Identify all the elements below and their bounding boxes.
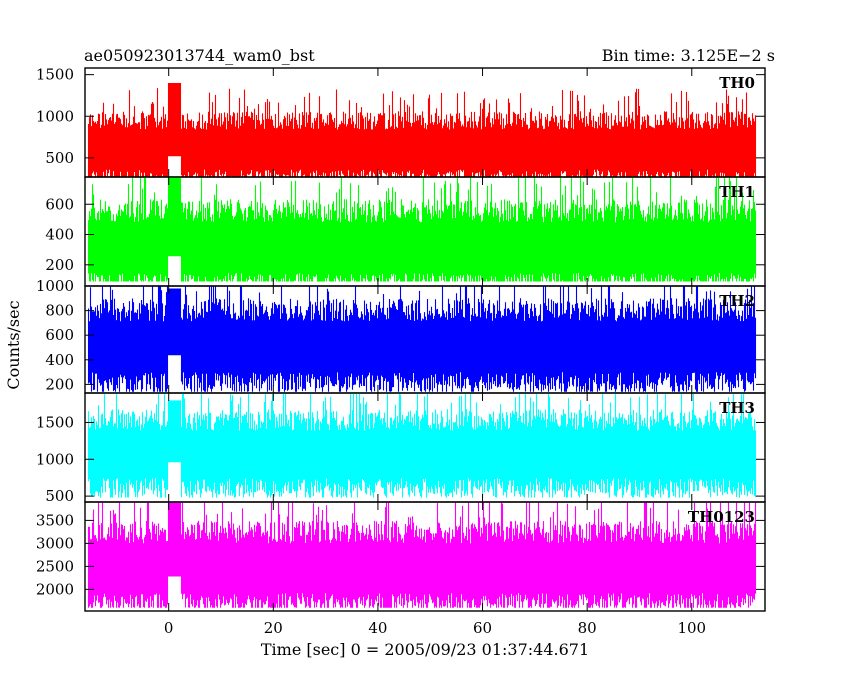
y-tick-label: 3500 bbox=[36, 511, 74, 529]
y-tick-label: 3000 bbox=[36, 534, 74, 552]
y-tick-label: 800 bbox=[45, 302, 74, 320]
x-tick-label: 0 bbox=[164, 619, 174, 637]
panel-th0: 500 1000 1500 TH0 bbox=[36, 66, 766, 178]
panel-label: TH0123 bbox=[688, 508, 755, 526]
y-tick-label: 1000 bbox=[36, 277, 74, 295]
panel-label: TH2 bbox=[719, 292, 755, 310]
panel-th2: 200 400 600 800 1000 TH2 bbox=[36, 277, 766, 394]
y-tick-label: 500 bbox=[45, 149, 74, 167]
panel-th3: 500 1000 1500 TH3 bbox=[36, 392, 766, 505]
panel-th0123: 2000 2500 3000 3500 TH0123 bbox=[36, 501, 766, 612]
y-tick-label: 2000 bbox=[36, 580, 74, 598]
series-th0 bbox=[87, 83, 757, 177]
y-tick-label: 600 bbox=[45, 326, 74, 344]
y-tick-label: 1500 bbox=[36, 66, 74, 84]
x-tick-label: 20 bbox=[264, 619, 283, 637]
x-axis-label: Time [sec] 0 = 2005/09/23 01:37:44.671 bbox=[261, 640, 589, 659]
y-tick-label: 2500 bbox=[36, 557, 74, 575]
y-tick-label: 1500 bbox=[36, 413, 74, 431]
series-th0123 bbox=[87, 502, 757, 608]
x-tick-label: 40 bbox=[368, 619, 387, 637]
panel-label: TH0 bbox=[719, 74, 755, 92]
y-tick-label: 1000 bbox=[36, 450, 74, 468]
y-tick-label: 200 bbox=[45, 256, 74, 274]
bin-time-label: Bin time: 3.125E−2 s bbox=[602, 46, 775, 65]
y-tick-label: 400 bbox=[45, 226, 74, 244]
panel-label: TH3 bbox=[719, 399, 755, 417]
x-tick-label: 60 bbox=[473, 619, 492, 637]
series-th3 bbox=[87, 393, 757, 498]
y-tick-label: 200 bbox=[45, 375, 74, 393]
y-tick-label: 400 bbox=[45, 351, 74, 369]
y-axis-label: Counts/sec bbox=[4, 300, 23, 389]
y-tick-label: 1000 bbox=[36, 107, 74, 125]
panel-label: TH1 bbox=[719, 183, 755, 201]
series-th2 bbox=[87, 286, 757, 392]
x-tick-label: 100 bbox=[677, 619, 706, 637]
panel-frame bbox=[84, 501, 766, 612]
y-tick-label: 500 bbox=[45, 487, 74, 505]
chart-title: ae050923013744_wam0_bst bbox=[84, 46, 315, 65]
panel-th1: 200 400 600 TH1 bbox=[45, 176, 766, 287]
y-tick-label: 600 bbox=[45, 195, 74, 213]
x-tick-label: 80 bbox=[578, 619, 597, 637]
series-th1 bbox=[87, 177, 757, 282]
